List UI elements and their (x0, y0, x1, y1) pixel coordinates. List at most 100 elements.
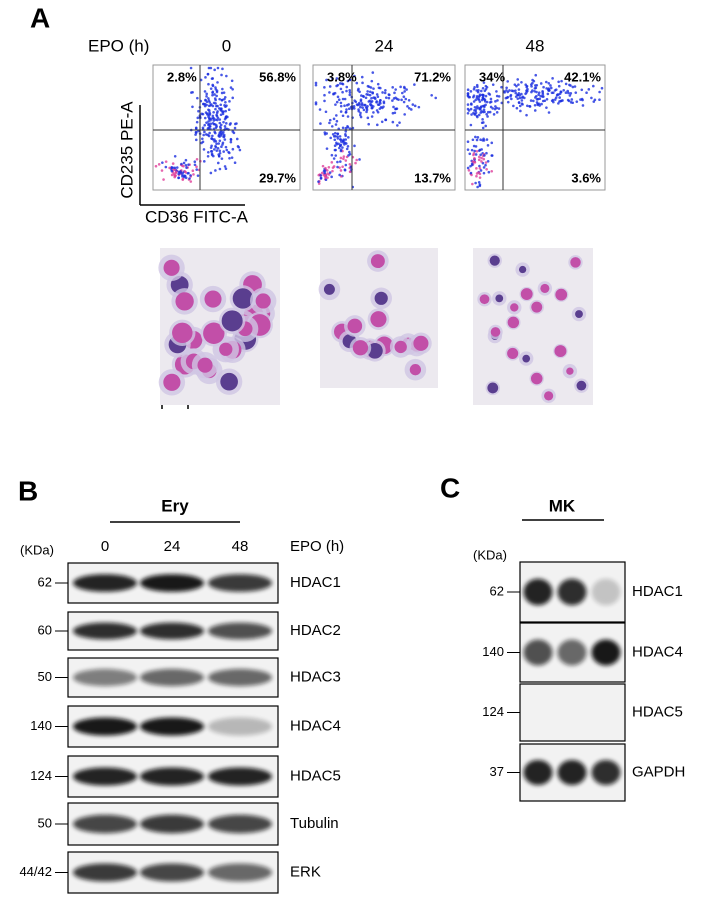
event-dot (232, 131, 236, 135)
event-dot (177, 170, 181, 174)
timepoint-label: 0 (101, 538, 109, 555)
event-dot (478, 176, 482, 179)
event-dot (372, 87, 375, 90)
event-dot (590, 96, 593, 100)
event-dot (477, 171, 480, 174)
event-dot (225, 74, 228, 78)
cell-nucleus (172, 322, 193, 344)
event-dot (323, 169, 327, 173)
cell-nucleus (531, 301, 543, 313)
event-dot (535, 98, 539, 101)
event-dot (326, 176, 329, 179)
event-dot (552, 91, 555, 95)
event-dot (322, 173, 325, 177)
event-dot (383, 91, 387, 95)
event-dot (230, 156, 234, 159)
band (208, 622, 272, 640)
event-dot (541, 89, 544, 93)
event-dot (391, 99, 394, 102)
event-dot (221, 87, 224, 91)
event-dot (508, 89, 511, 92)
cell-nucleus (520, 288, 533, 300)
event-dot (164, 165, 168, 169)
event-dot (360, 102, 364, 105)
band (73, 717, 137, 736)
event-dot (354, 161, 357, 165)
protein-label: HDAC1 (290, 574, 341, 591)
event-dot (348, 78, 352, 82)
cell-nucleus (409, 364, 422, 376)
event-dot (402, 95, 406, 99)
marker-label: 60 (38, 622, 52, 637)
event-dot (330, 153, 334, 157)
event-dot (203, 130, 206, 134)
event-dot (236, 145, 240, 148)
event-dot (224, 145, 228, 149)
cell-nucleus (370, 311, 387, 328)
event-dot (476, 85, 479, 89)
event-dot (405, 88, 408, 91)
event-dot (231, 147, 235, 151)
cell-nucleus (323, 283, 335, 295)
event-dot (481, 139, 485, 142)
event-dot (367, 85, 371, 89)
event-dot (180, 162, 183, 166)
cell-nucleus (255, 293, 271, 309)
event-dot (364, 96, 368, 100)
event-dot (530, 90, 533, 94)
quadrant-percent: 71.2% (414, 69, 451, 84)
cell-nucleus (554, 345, 567, 358)
event-dot (497, 95, 501, 98)
event-dot (331, 77, 334, 80)
event-dot (209, 104, 212, 107)
event-dot (233, 126, 237, 130)
band (140, 574, 204, 592)
event-dot (497, 107, 501, 110)
event-dot (209, 87, 213, 90)
event-dot (323, 99, 326, 103)
event-dot (503, 91, 506, 94)
event-dot (321, 164, 325, 168)
event-dot (216, 118, 219, 122)
event-dot (222, 135, 226, 138)
event-dot (478, 164, 481, 168)
cell-nucleus (518, 265, 527, 274)
event-dot (224, 122, 228, 125)
event-dot (338, 138, 342, 141)
event-dot (219, 107, 223, 110)
event-dot (478, 183, 482, 186)
group-label: MK (549, 496, 576, 515)
event-dot (318, 108, 322, 111)
event-dot (475, 174, 478, 178)
cell-nucleus (370, 254, 385, 269)
event-dot (400, 98, 403, 102)
event-dot (219, 113, 223, 117)
event-dot (474, 153, 478, 156)
event-dot (210, 149, 214, 153)
event-dot (399, 85, 402, 89)
event-dot (347, 136, 350, 139)
event-dot (471, 138, 475, 142)
band (73, 622, 137, 640)
event-dot (339, 104, 343, 108)
event-dot (327, 165, 331, 169)
event-dot (384, 118, 388, 122)
event-dot (375, 100, 378, 104)
event-dot (220, 91, 224, 95)
event-dot (207, 115, 210, 119)
event-dot (518, 104, 522, 108)
event-dot (216, 161, 220, 165)
event-dot (368, 99, 372, 103)
event-dot (514, 95, 518, 98)
event-dot (344, 138, 348, 141)
event-dot (484, 94, 488, 98)
event-dot (211, 84, 215, 88)
event-dot (475, 107, 478, 110)
event-dot (533, 109, 537, 112)
event-dot (215, 125, 218, 128)
quadrant-percent: 42.1% (564, 69, 601, 84)
event-dot (477, 158, 481, 162)
event-dot (489, 105, 493, 109)
event-dot (404, 97, 408, 101)
